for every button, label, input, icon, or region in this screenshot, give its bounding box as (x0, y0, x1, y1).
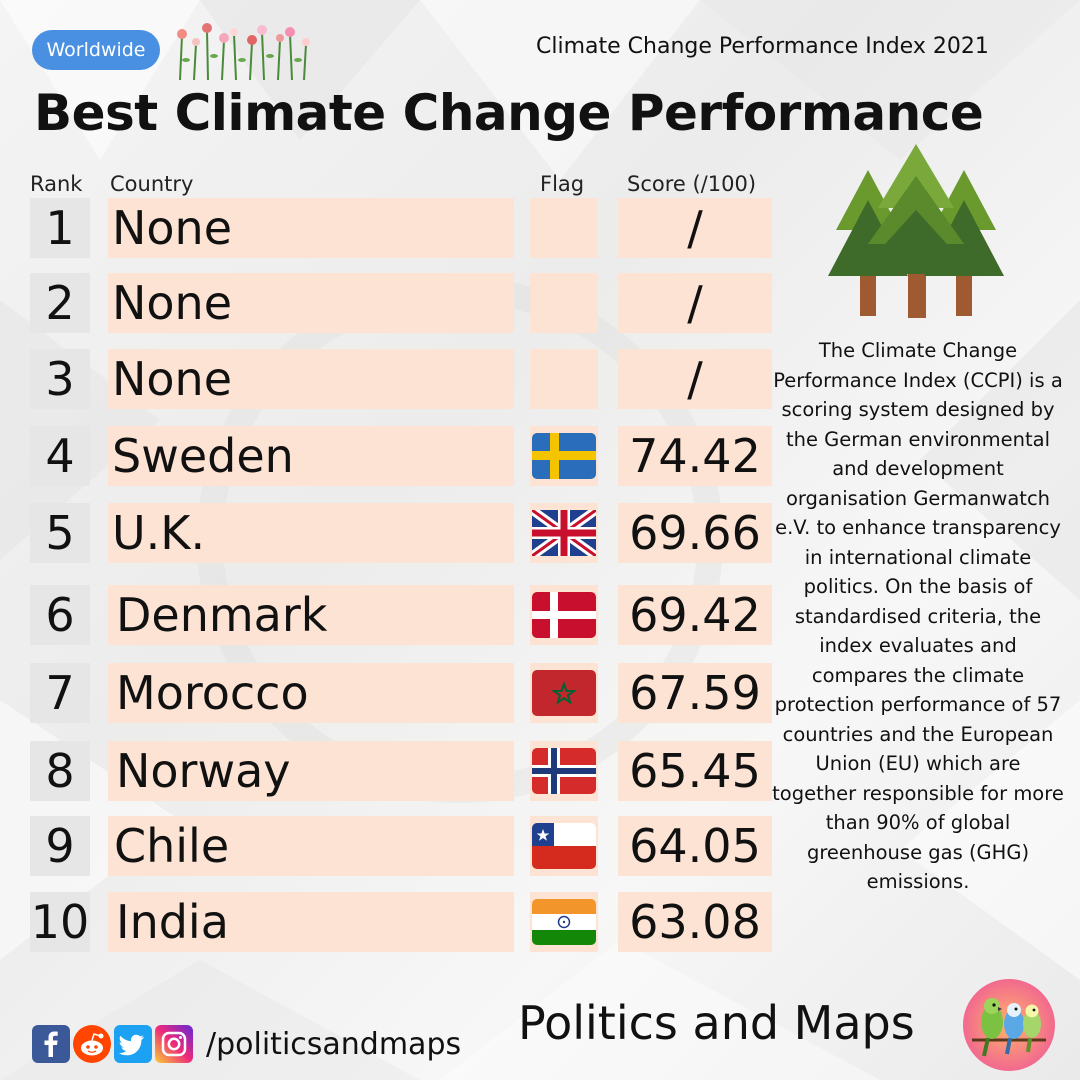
flag-cell-empty (530, 198, 598, 258)
rank-cell: 2 (30, 273, 90, 333)
denmark-flag-icon (532, 592, 596, 638)
india-flag-icon (532, 899, 596, 945)
country-cell: India (108, 892, 514, 952)
score-cell: / (618, 198, 772, 258)
rank-cell: 1 (30, 198, 90, 258)
social-links: /politicsandmaps (32, 1024, 461, 1064)
reddit-icon[interactable] (73, 1025, 111, 1063)
flag-cell (530, 741, 598, 801)
flowers-icon (177, 23, 310, 81)
rank-cell: 3 (30, 349, 90, 409)
rank-cell: 9 (30, 816, 90, 876)
social-handle: /politicsandmaps (206, 1026, 462, 1062)
index-subtitle: Climate Change Performance Index 2021 (536, 34, 989, 59)
country-cell: Chile (108, 816, 514, 876)
twitter-icon[interactable] (114, 1025, 152, 1063)
flag-cell-empty (530, 273, 598, 333)
instagram-icon[interactable] (155, 1025, 193, 1063)
parrots-logo-icon (963, 979, 1055, 1071)
flag-cell (530, 816, 598, 876)
country-cell: Morocco (108, 663, 514, 723)
rank-cell: 6 (30, 585, 90, 645)
country-cell: None (108, 273, 514, 333)
score-cell: 67.59 (618, 663, 772, 723)
score-cell: / (618, 273, 772, 333)
rank-cell: 4 (30, 426, 90, 486)
country-cell: Norway (108, 741, 514, 801)
score-cell: / (618, 349, 772, 409)
flag-cell (530, 585, 598, 645)
uk-flag-icon (532, 510, 596, 556)
column-header-country: Country (110, 172, 194, 196)
flag-cell-empty (530, 349, 598, 409)
rank-cell: 7 (30, 663, 90, 723)
facebook-icon[interactable] (32, 1025, 70, 1063)
trees-icon (828, 144, 1004, 318)
page-title: Best Climate Change Performance (34, 84, 984, 142)
rank-cell: 5 (30, 503, 90, 563)
rank-cell: 10 (30, 892, 90, 952)
column-header-score: Score (/100) (627, 172, 757, 196)
score-cell: 64.05 (618, 816, 772, 876)
brand-name: Politics and Maps (518, 996, 915, 1050)
score-cell: 69.66 (618, 503, 772, 563)
rank-cell: 8 (30, 741, 90, 801)
score-cell: 74.42 (618, 426, 772, 486)
country-cell: None (108, 198, 514, 258)
ccpi-description: The Climate Change Performance Index (CC… (772, 339, 1064, 893)
flag-cell (530, 503, 598, 563)
flag-cell (530, 426, 598, 486)
flag-cell (530, 663, 598, 723)
column-header-rank: Rank (30, 172, 83, 196)
worldwide-tag: Worldwide (32, 30, 160, 70)
flag-cell (530, 892, 598, 952)
country-cell: Sweden (108, 426, 514, 486)
score-cell: 63.08 (618, 892, 772, 952)
score-cell: 69.42 (618, 585, 772, 645)
chile-flag-icon (532, 823, 596, 869)
country-cell: Denmark (108, 585, 514, 645)
score-cell: 65.45 (618, 741, 772, 801)
sweden-flag-icon (532, 433, 596, 479)
norway-flag-icon (532, 748, 596, 794)
country-cell: U.K. (108, 503, 514, 563)
column-header-flag: Flag (540, 172, 585, 196)
country-cell: None (108, 349, 514, 409)
morocco-flag-icon (532, 670, 596, 716)
